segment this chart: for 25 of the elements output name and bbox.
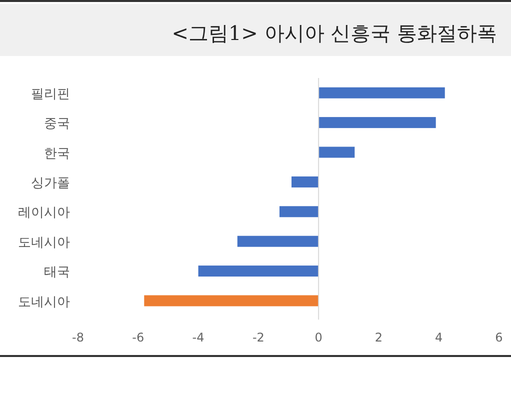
y-tick-label: 중국: [44, 116, 70, 132]
bar: [318, 146, 355, 158]
y-tick-label: 필리핀: [31, 86, 70, 102]
chart-title: <그림1> 아시아 신흥국 통화절하폭: [172, 21, 497, 45]
bar: [144, 295, 319, 306]
x-tick-label: 4: [435, 330, 443, 345]
x-tick-label: 2: [374, 330, 383, 345]
x-tick-label: -6: [132, 330, 144, 345]
x-tick-label: 6: [495, 330, 503, 345]
y-tick-label: 싱가폴: [31, 176, 70, 191]
x-tick-label: -8: [72, 330, 84, 345]
bar: [279, 206, 319, 218]
bar: [237, 236, 319, 247]
x-tick-label: -4: [192, 330, 204, 345]
y-tick-label: 태국: [44, 265, 70, 280]
y-tick-label: 한국: [44, 146, 70, 162]
x-tick-label: 0: [314, 330, 322, 345]
bar: [318, 117, 436, 128]
bar: [292, 176, 319, 188]
x-tick-label: -2: [252, 330, 264, 345]
bar: [318, 87, 445, 98]
y-tick-label: 도네시아: [18, 235, 70, 250]
y-tick-label: 레이시아: [18, 206, 70, 221]
y-tick-label: 도네시아: [18, 294, 70, 310]
bar: [198, 266, 319, 277]
